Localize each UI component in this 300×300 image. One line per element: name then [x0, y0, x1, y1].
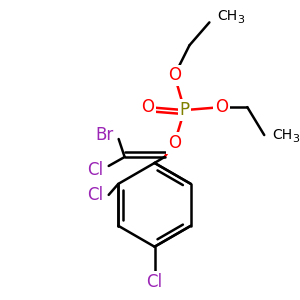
Text: O: O [141, 98, 154, 116]
Text: 3: 3 [237, 15, 244, 26]
Text: CH: CH [218, 9, 238, 23]
Text: Cl: Cl [146, 273, 163, 291]
Text: P: P [179, 101, 190, 119]
Text: CH: CH [272, 128, 292, 142]
Text: Cl: Cl [87, 161, 103, 179]
Text: O: O [168, 134, 181, 152]
Text: 3: 3 [292, 134, 299, 144]
Text: O: O [215, 98, 228, 116]
Text: Br: Br [96, 126, 114, 144]
Text: Cl: Cl [87, 186, 103, 204]
Text: O: O [168, 66, 181, 84]
